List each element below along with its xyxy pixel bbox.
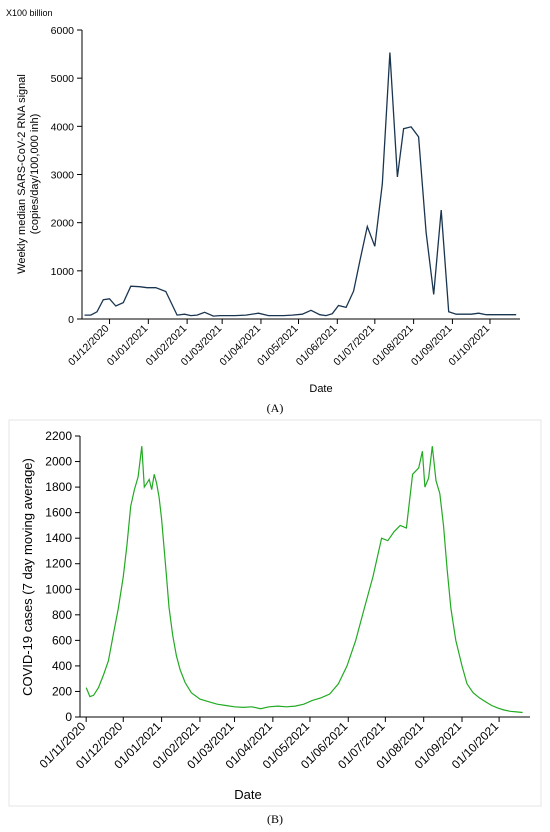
x-tick-label: 01/05/2021 — [255, 323, 301, 369]
panel-label-b: (B) — [267, 812, 283, 826]
y-tick-label: 1800 — [45, 480, 72, 494]
y-tick-label: 600 — [52, 633, 72, 647]
chart-b-ylabel: COVID-19 cases (7 day moving average) — [20, 458, 35, 696]
chart-a-xlabel: Date — [309, 383, 332, 395]
y-tick-label: 1400 — [45, 531, 72, 545]
y-tick-label: 2200 — [45, 429, 72, 443]
x-tick-label: 01/08/2021 — [370, 323, 416, 369]
y-tick-label: 3000 — [51, 170, 75, 182]
chart-a-ylabel-line-2: (copies/day/100,000 inh) — [29, 114, 41, 234]
y-tick-label: 0 — [68, 314, 74, 326]
y-tick-label: 400 — [52, 659, 72, 673]
y-tick-label: 200 — [52, 684, 72, 698]
y-tick-label: 1000 — [51, 266, 75, 278]
y-tick-label: 2000 — [51, 218, 75, 230]
y-tick-label: 5000 — [51, 73, 75, 85]
x-tick-label: 01/01/2021 — [105, 323, 151, 369]
y-tick-label: 1600 — [45, 506, 72, 520]
x-tick-label: 01/07/2021 — [331, 323, 377, 369]
x-tick-label: 01/10/2021 — [446, 323, 492, 369]
chart-a-series-line — [84, 52, 517, 317]
y-tick-label: 4000 — [51, 121, 75, 133]
y-tick-label: 6000 — [51, 25, 75, 37]
panel-label-a: (A) — [267, 401, 284, 415]
chart-b-frame — [8, 419, 542, 807]
chart-b-xlabel: Date — [234, 787, 261, 802]
y-tick-label: 0 — [65, 710, 72, 724]
y-tick-label: 2000 — [45, 455, 72, 469]
x-tick-label: 01/12/2020 — [66, 323, 112, 369]
chart-a-scale-note: X100 billion — [6, 8, 53, 18]
chart-b-series-line — [85, 446, 523, 714]
y-tick-label: 800 — [52, 608, 72, 622]
y-tick-label: 1200 — [45, 557, 72, 571]
chart-a-y-ticks: 0 1000 2000 3000 4000 5000 6000 — [51, 25, 82, 326]
chart-b-y-ticks: 0 200 400 600 800 1000 1200 1400 1600 1800 2000 220… — [45, 429, 80, 724]
y-tick-label: 1000 — [45, 582, 72, 596]
chart-a-ylabel-line-1: Weekly median SARS-CoV-2 RNA signal — [16, 74, 28, 274]
chart-a-wastewater: X100 billion Weekly median SARS-CoV-2 RN… — [6, 8, 520, 415]
chart-a-x-ticks: 01/12/202001/01/202101/02/202101/03/2021… — [66, 319, 492, 368]
